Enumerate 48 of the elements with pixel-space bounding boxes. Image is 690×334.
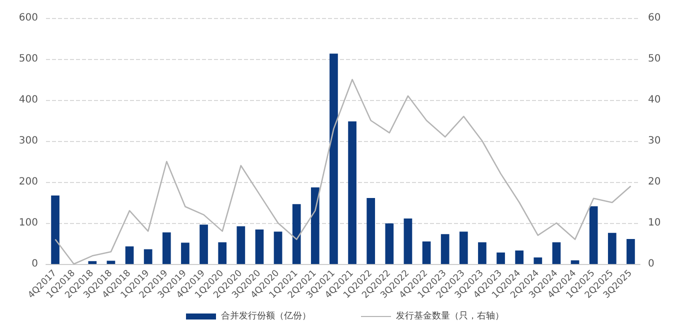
bar [366, 198, 376, 264]
y2-tick-label: 10 [648, 218, 661, 228]
bar [236, 226, 246, 264]
bar [51, 196, 60, 264]
y2-tick-label: 20 [648, 176, 661, 188]
bar [570, 260, 580, 264]
bar [144, 249, 152, 264]
y2-tick-label: 30 [648, 136, 661, 146]
y-tick-label: 200 [18, 176, 38, 188]
bar [292, 204, 301, 264]
y2-tick-label: 60 [648, 12, 661, 24]
bar [274, 232, 282, 264]
y-tick-label: 400 [18, 94, 38, 106]
bar [348, 121, 356, 264]
bar [200, 224, 208, 264]
bar [534, 257, 542, 264]
y-tick-label: 500 [18, 54, 38, 64]
bar [552, 242, 561, 264]
bar [255, 230, 264, 264]
bar [162, 232, 171, 264]
bar [626, 238, 635, 264]
y2-tick-label: 50 [648, 54, 661, 64]
bar [422, 241, 431, 264]
bar [88, 261, 97, 264]
bar [496, 252, 505, 264]
y2-tick-label: 0 [648, 258, 654, 270]
bar [478, 242, 486, 264]
bar [106, 260, 116, 264]
bar [330, 54, 338, 264]
legend-label: 发行基金数量（只，右轴） [396, 310, 504, 322]
bar [440, 234, 450, 264]
y2-tick-label: 40 [648, 94, 661, 106]
bar [218, 242, 227, 264]
y-tick-label: 0 [32, 258, 38, 270]
bar [404, 218, 412, 264]
bar [608, 232, 616, 264]
bar [125, 246, 134, 264]
legend-label: 合并发行份额（亿份） [221, 310, 311, 322]
bar [589, 206, 598, 264]
line-series [54, 78, 632, 265]
bar [385, 223, 394, 264]
bar [515, 250, 524, 264]
y-tick-label: 100 [18, 218, 38, 228]
y-tick-label: 600 [18, 12, 38, 24]
bar [459, 232, 468, 264]
y-tick-label: 300 [18, 136, 38, 146]
bar [181, 242, 190, 264]
bar [310, 187, 320, 264]
